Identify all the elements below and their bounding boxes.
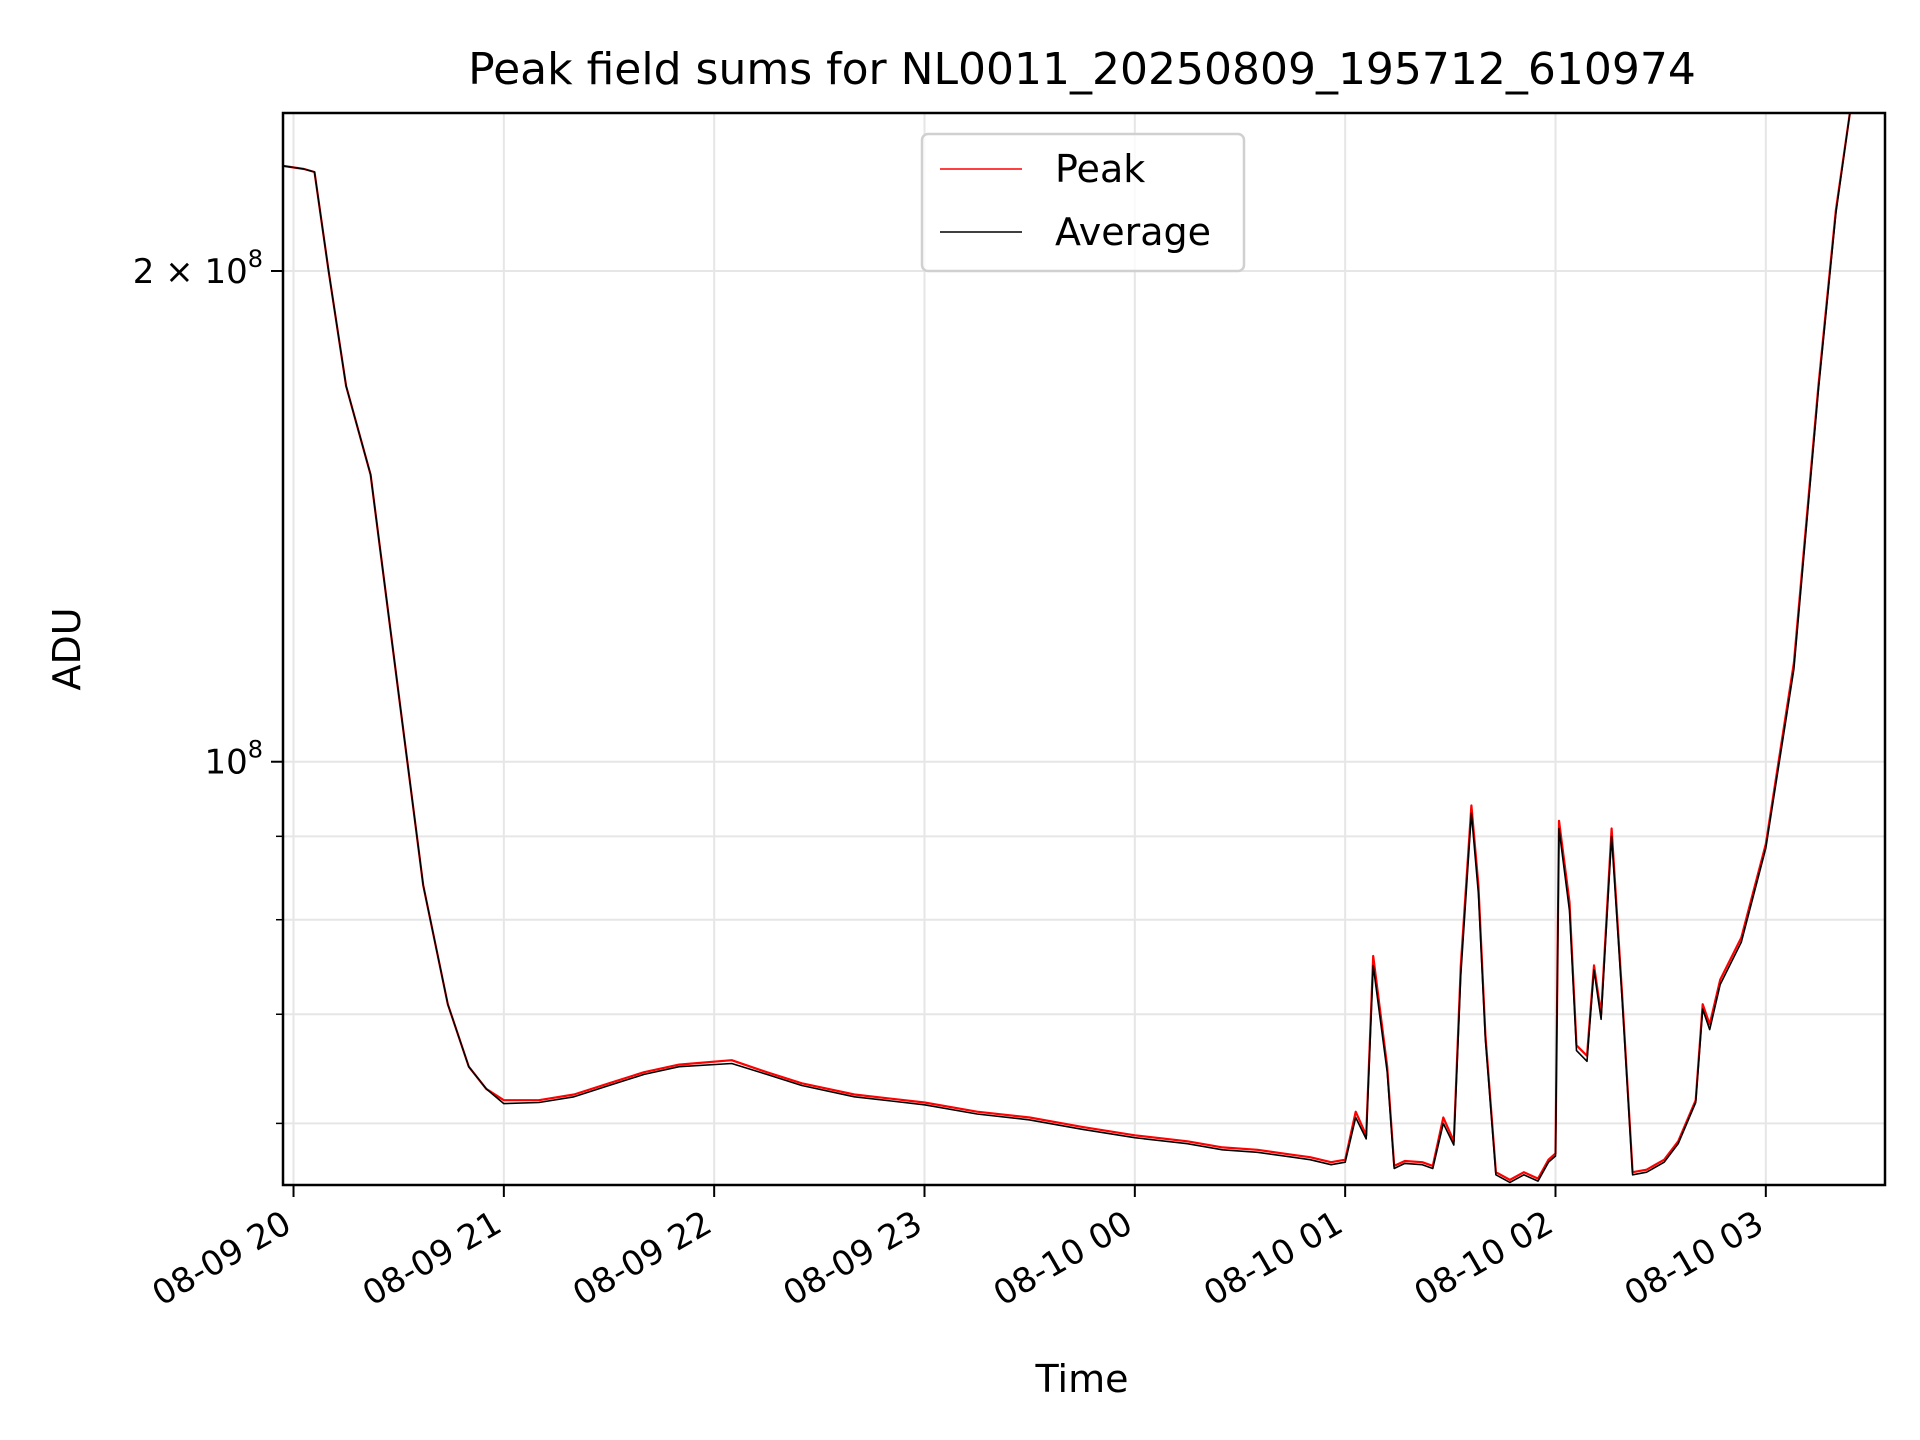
series-layer	[283, 113, 1851, 1184]
legend-label-average: Average	[1055, 210, 1211, 254]
x-axis-label: Time	[1035, 1357, 1129, 1401]
y-tick-label: 2 × 108	[133, 245, 263, 292]
y-tick-label: 108	[204, 736, 263, 783]
y-axis-label: ADU	[45, 607, 89, 690]
legend: Peak Average	[920, 132, 1246, 273]
legend-label-peak: Peak	[1055, 147, 1145, 191]
y-axis: 108 2 × 108	[133, 245, 283, 1125]
plot-frame	[281, 111, 1887, 1187]
series-line-average	[283, 113, 1851, 1184]
chart-title: Peak field sums for NL0011_20250809_1957…	[468, 44, 1696, 95]
